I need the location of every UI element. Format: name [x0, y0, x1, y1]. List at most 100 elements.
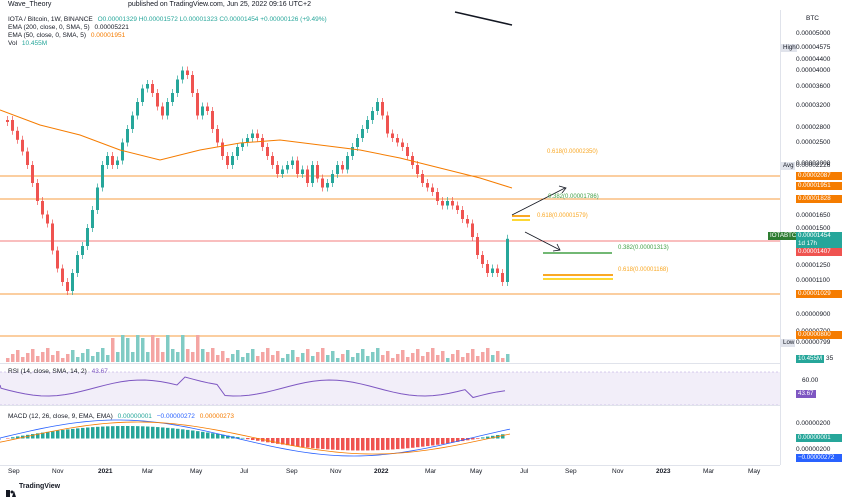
macd-histogram [6, 426, 505, 451]
candle-body [461, 210, 464, 219]
candle-body [286, 165, 289, 170]
macd-bar [56, 430, 60, 439]
macd-tick-2: 0.00000200 [796, 446, 831, 453]
macd-bar [246, 438, 250, 440]
candle-body [11, 120, 14, 131]
macd-bar [176, 428, 180, 439]
rsi-legend[interactable]: RSI (14, close, SMA, 14, 2) 43.67 [8, 368, 108, 376]
macd-bar [366, 438, 370, 451]
volume-bar [146, 352, 150, 362]
pane-separator-rsi[interactable] [0, 363, 780, 364]
macd-bar [31, 434, 35, 439]
volume-bar [316, 352, 320, 362]
symbol-tag: IOTABTC [768, 232, 797, 240]
candle-body [236, 147, 239, 156]
macd-bar [71, 428, 75, 439]
macd-bar [251, 438, 255, 440]
volume-bar [371, 352, 375, 362]
volume-bar [251, 349, 255, 362]
macd-bar [381, 438, 385, 451]
ema50-line [0, 109, 513, 189]
time-tick: Mar [703, 468, 715, 475]
volume-bar [311, 356, 315, 362]
price-tick: 0.00001650 [796, 212, 831, 219]
macd-bar [136, 426, 140, 439]
volume-bar [76, 357, 80, 362]
candle-body [156, 93, 159, 107]
candle-body [401, 142, 404, 147]
author-name[interactable]: Wave_Theory [8, 1, 52, 8]
candle-body [281, 169, 284, 174]
macd-bar [376, 438, 380, 451]
ema50-legend[interactable]: EMA (50, close, 0, SMA, 5) 0.00001951 [8, 32, 125, 40]
candle-body [131, 115, 134, 129]
candle-body [476, 237, 479, 255]
volume-legend[interactable]: Vol 10.455M [8, 40, 47, 48]
candle-body [41, 201, 44, 215]
fib-box-0618c [543, 274, 613, 276]
volume-bar [346, 350, 350, 362]
footer-brand[interactable]: TradingView [19, 483, 61, 490]
price-chart[interactable] [0, 10, 780, 465]
macd-bar [196, 431, 200, 439]
macd-bar [101, 426, 105, 439]
volume-bar [171, 349, 175, 362]
volume-bar [101, 348, 105, 362]
candle-body [186, 70, 189, 75]
volume-bar [496, 351, 500, 362]
volume-bar [21, 357, 25, 362]
macd-bar [66, 429, 70, 439]
volume-bar [116, 352, 120, 362]
candle-body [246, 138, 249, 143]
macd-bar [396, 438, 400, 450]
fib-label-1: 0.618(0.00002350) [547, 149, 598, 155]
symbol-legend[interactable]: IOTA / Bitcoin, 1W, BINANCE O0.00001329 … [8, 16, 327, 24]
price-tick: 0.00001100 [796, 277, 830, 284]
time-tick: Sep [565, 468, 577, 475]
macd-bar [291, 438, 295, 446]
macd-bar [6, 438, 10, 439]
price-tick: 0.00000900 [796, 311, 831, 318]
time-tick: 2021 [98, 468, 113, 475]
volume-bar [336, 358, 340, 362]
time-tick: Sep [8, 468, 20, 475]
candles-group [6, 66, 509, 295]
candle-body [271, 156, 274, 165]
candle-body [106, 156, 109, 165]
macd-bar [361, 438, 365, 451]
candle-body [366, 120, 369, 129]
ema200-legend[interactable]: EMA (200, close, 0, SMA, 5) 0.00005221 [8, 24, 129, 32]
macd-bar [286, 438, 290, 446]
macd-bar [256, 438, 260, 441]
candle-body [501, 273, 504, 282]
candle-body [31, 165, 34, 183]
fib-label-2: 0.382(0.00001786) [548, 194, 599, 200]
volume-bar [351, 357, 355, 362]
candle-body [146, 84, 149, 89]
volume-bar [326, 355, 330, 362]
volume-bar [151, 335, 155, 362]
arrow-down [524, 231, 561, 251]
volume-bar [456, 350, 460, 362]
currency-label: BTC [806, 15, 819, 22]
macd-bar [116, 426, 120, 439]
macd-bar [166, 427, 170, 439]
macd-bar [151, 426, 155, 439]
ema200-label: EMA (200, close, 0, SMA, 5) [8, 24, 90, 31]
macd-bar [241, 437, 245, 439]
volume-bar [161, 352, 165, 362]
candle-body [211, 111, 214, 129]
macd-bar [46, 431, 50, 439]
pane-separator-macd[interactable] [0, 405, 780, 406]
publish-header: Wave_Theory published on TradingView.com… [0, 0, 780, 10]
macd-legend[interactable]: MACD (12, 26, close, 9, EMA, EMA) 0.0000… [8, 413, 234, 421]
volume-bar [81, 353, 85, 362]
tradingview-logo-icon [6, 484, 16, 497]
volume-bar [266, 348, 270, 362]
candle-body [66, 282, 69, 291]
volume-bar [41, 352, 45, 362]
volume-bar [231, 354, 235, 362]
signal-line [0, 421, 511, 455]
macd-bar [96, 426, 100, 439]
low-value: 0.00000799 [796, 339, 831, 346]
